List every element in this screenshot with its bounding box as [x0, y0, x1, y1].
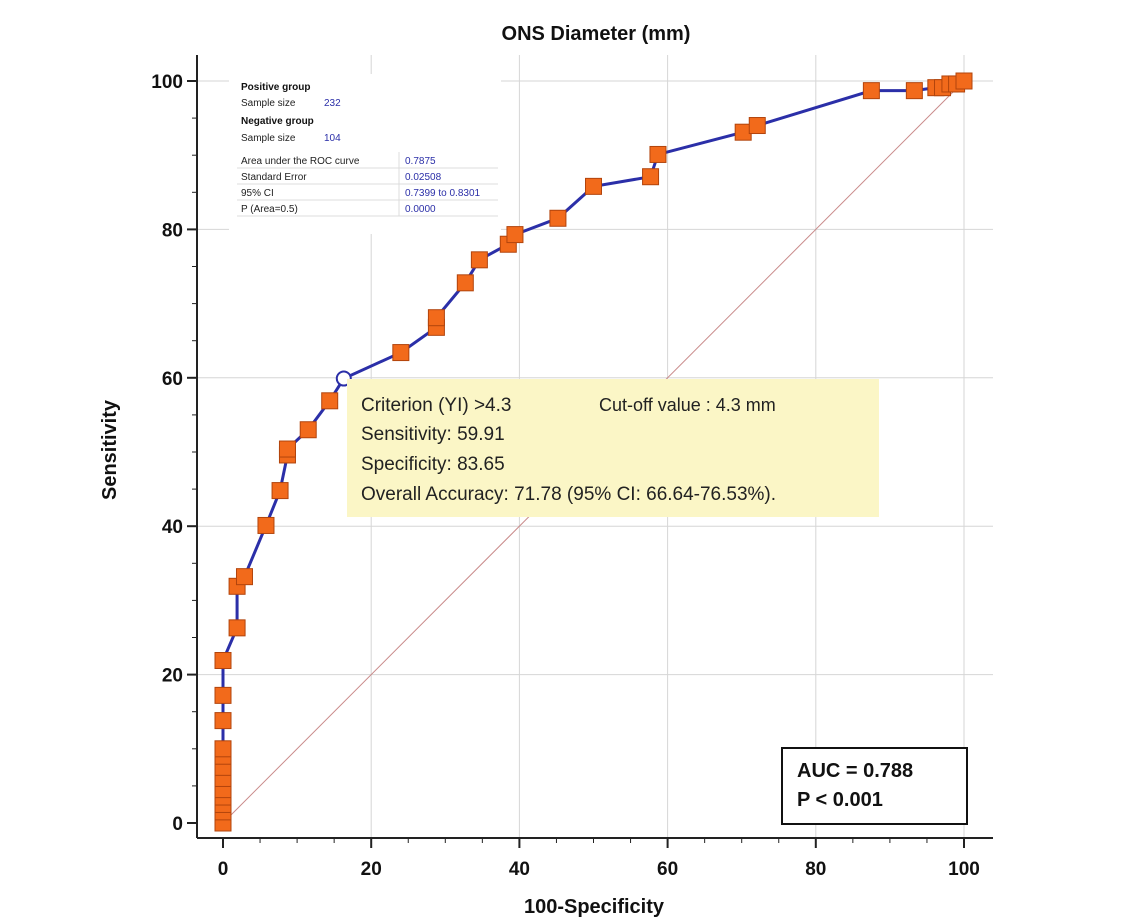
- x-tick-label: 60: [657, 859, 678, 880]
- roc-point-marker: [257, 516, 275, 534]
- roc-point-marker: [955, 72, 973, 90]
- p-value: P < 0.001: [797, 789, 883, 811]
- roc-point-marker: [649, 145, 667, 163]
- criterion-annotation: Criterion (YI) >4.3 Cut-off value : 4.3 …: [347, 379, 879, 517]
- y-axis-label: Sensitivity: [99, 399, 121, 500]
- stats-rows: Area under the ROC curve 0.7875 Standard E…: [237, 152, 498, 217]
- auc-box-border: [781, 747, 968, 825]
- roc-point-marker: [214, 740, 232, 758]
- stats-row-label: P (Area=0.5): [241, 204, 298, 215]
- roc-point-marker: [278, 440, 296, 458]
- roc-point-marker: [506, 226, 524, 244]
- roc-point-marker: [299, 421, 317, 439]
- stats-row-value: 0.0000: [405, 204, 436, 215]
- x-tick-label: 0: [218, 859, 229, 880]
- chart-title: ONS Diameter (mm): [502, 23, 691, 45]
- roc-point-marker: [321, 392, 339, 410]
- y-tick-label: 60: [162, 369, 183, 390]
- x-axis-label: 100-Specificity: [524, 896, 665, 918]
- stats-row-value: 0.02508: [405, 172, 442, 183]
- auc-value: AUC = 0.788: [797, 760, 913, 782]
- specificity-text: Specificity: 83.65: [361, 454, 505, 475]
- roc-point-marker: [214, 712, 232, 730]
- roc-point-marker: [470, 251, 488, 269]
- sensitivity-text: Sensitivity: 59.91: [361, 424, 505, 445]
- x-tick-label: 80: [805, 859, 826, 880]
- roc-point-marker: [271, 482, 289, 500]
- axes: [196, 55, 993, 839]
- y-tick-label: 0: [172, 814, 183, 835]
- roc-point-marker: [235, 568, 253, 586]
- stats-row-label: Standard Error: [241, 172, 307, 183]
- positive-group-header: Positive group: [241, 82, 310, 93]
- roc-point-marker: [392, 344, 410, 362]
- axis-ticks: 0 20 40 60 80 100 0 20 40 60 80 100: [151, 72, 980, 880]
- y-tick-label: 40: [162, 517, 183, 538]
- y-tick-label: 80: [162, 220, 183, 241]
- stats-table: Positive group Sample size 232 Negative …: [229, 74, 501, 234]
- roc-point-marker: [456, 274, 474, 292]
- roc-point-marker: [549, 209, 567, 227]
- stats-row-label: Area under the ROC curve: [241, 156, 360, 167]
- positive-sample-value: 232: [324, 98, 341, 109]
- y-tick-label: 100: [151, 72, 183, 93]
- roc-point-marker: [862, 82, 880, 100]
- y-tick-label: 20: [162, 666, 183, 687]
- negative-sample-value: 104: [324, 133, 341, 144]
- x-tick-label: 20: [361, 859, 382, 880]
- roc-point-marker: [228, 619, 246, 637]
- roc-point-marker: [214, 686, 232, 704]
- stats-row-value: 0.7399 to 0.8301: [405, 188, 481, 199]
- x-tick-label: 100: [948, 859, 980, 880]
- stats-row-label: 95% CI: [241, 188, 274, 199]
- grid-lines: [197, 55, 993, 838]
- annotation-background: [347, 379, 879, 517]
- positive-sample-label: Sample size: [241, 98, 296, 109]
- roc-point-marker: [214, 652, 232, 670]
- roc-point-marker: [427, 309, 445, 327]
- criterion-text: Criterion (YI) >4.3: [361, 395, 511, 416]
- cutoff-text: Cut-off value : 4.3 mm: [599, 395, 776, 415]
- roc-point-marker: [905, 82, 923, 100]
- auc-box: AUC = 0.788 P < 0.001: [781, 747, 968, 825]
- negative-sample-label: Sample size: [241, 133, 296, 144]
- negative-group-header: Negative group: [241, 116, 314, 127]
- roc-point-marker: [748, 117, 766, 135]
- roc-point-marker: [642, 168, 660, 186]
- accuracy-text: Overall Accuracy: 71.78 (95% CI: 66.64-7…: [361, 484, 776, 505]
- stats-table-background: [229, 74, 501, 234]
- x-tick-label: 40: [509, 859, 530, 880]
- roc-point-marker: [585, 177, 602, 195]
- stats-row-value: 0.7875: [405, 156, 436, 167]
